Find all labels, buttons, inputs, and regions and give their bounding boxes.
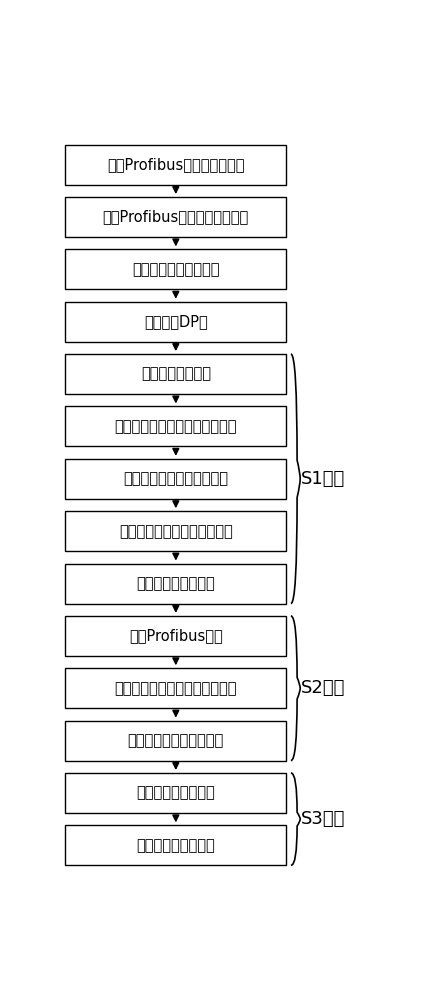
Text: 调整系统位置环增益: 调整系统位置环增益 [136,838,215,853]
Text: 激活项目，配置生效: 激活项目，配置生效 [136,576,215,591]
Bar [65,773,286,813]
Text: 扫描通信协议转换模块: 扫描通信协议转换模块 [132,262,220,277]
Bar [65,564,286,604]
Text: 安装Profibus设备站点描述文件: 安装Profibus设备站点描述文件 [103,210,249,225]
Text: S1部分: S1部分 [301,470,346,488]
Bar [65,721,286,761]
Bar [65,145,286,185]
Bar [65,459,286,499]
Bar [65,302,286,342]
Bar [65,354,286,394]
Text: 添加虚拟轴并关联驱动通道: 添加虚拟轴并关联驱动通道 [123,471,228,486]
Bar [65,249,286,289]
Text: 设置虚拟轴的编码器比例因子: 设置虚拟轴的编码器比例因子 [119,524,233,539]
Bar [65,406,286,446]
Bar [65,197,286,237]
Text: 设置驱动通道的通信报文和周期: 设置驱动通道的通信报文和周期 [114,419,237,434]
Bar [65,616,286,656]
Text: 修改设备的通信报文和通信周期: 修改设备的通信报文和通信周期 [114,681,237,696]
Text: 添加驱动通信通道: 添加驱动通信通道 [141,367,211,382]
Text: 调整系统速度环增益: 调整系统速度环增益 [136,785,215,800]
Text: 分配设备DP号: 分配设备DP号 [144,314,208,329]
Text: S3部分: S3部分 [301,810,346,828]
Bar [65,825,286,865]
Text: S2部分: S2部分 [301,679,346,697]
Bar [65,511,286,551]
Bar [65,668,286,708]
Text: 高性能运动控制参数设置: 高性能运动控制参数设置 [128,733,224,748]
Text: 添加Profibus协议的描述文件: 添加Profibus协议的描述文件 [107,157,245,172]
Text: 扫描Profibus设备: 扫描Profibus设备 [129,628,223,643]
